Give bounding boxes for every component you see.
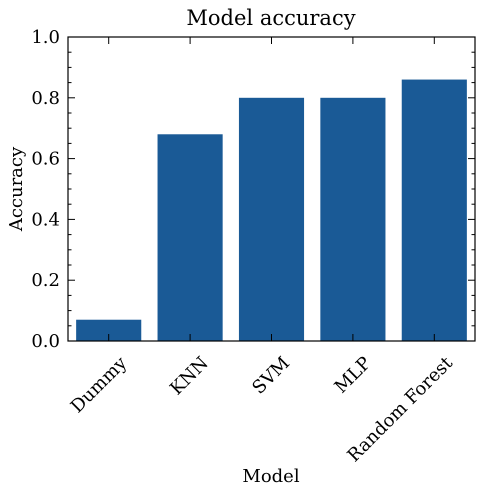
y-tick-label: 0.2 — [31, 270, 60, 291]
x-tick-label: Dummy — [67, 352, 132, 417]
x-axis-label: Model — [242, 466, 299, 487]
bar-svm — [238, 97, 305, 341]
chart-title: Model accuracy — [186, 6, 355, 30]
bar-mlp — [320, 97, 386, 341]
y-tick-label: 0.8 — [31, 88, 60, 109]
y-axis-ticks: 0.0 0.2 0.4 0.6 0.8 1.0 — [31, 27, 475, 352]
y-tick-label: 0.0 — [31, 331, 60, 352]
x-tick-label: MLP — [331, 353, 376, 398]
y-tick-label: 0.4 — [31, 209, 60, 230]
bar-random-forest — [401, 79, 467, 341]
x-tick-label: SVM — [248, 353, 294, 399]
y-axis-label: Accuracy — [6, 146, 27, 232]
x-tick-label: KNN — [166, 353, 213, 400]
bar-knn — [157, 134, 223, 341]
y-tick-label: 1.0 — [31, 27, 60, 48]
bars-group — [76, 79, 467, 341]
y-tick-label: 0.6 — [31, 149, 60, 170]
bar-dummy — [76, 319, 142, 341]
